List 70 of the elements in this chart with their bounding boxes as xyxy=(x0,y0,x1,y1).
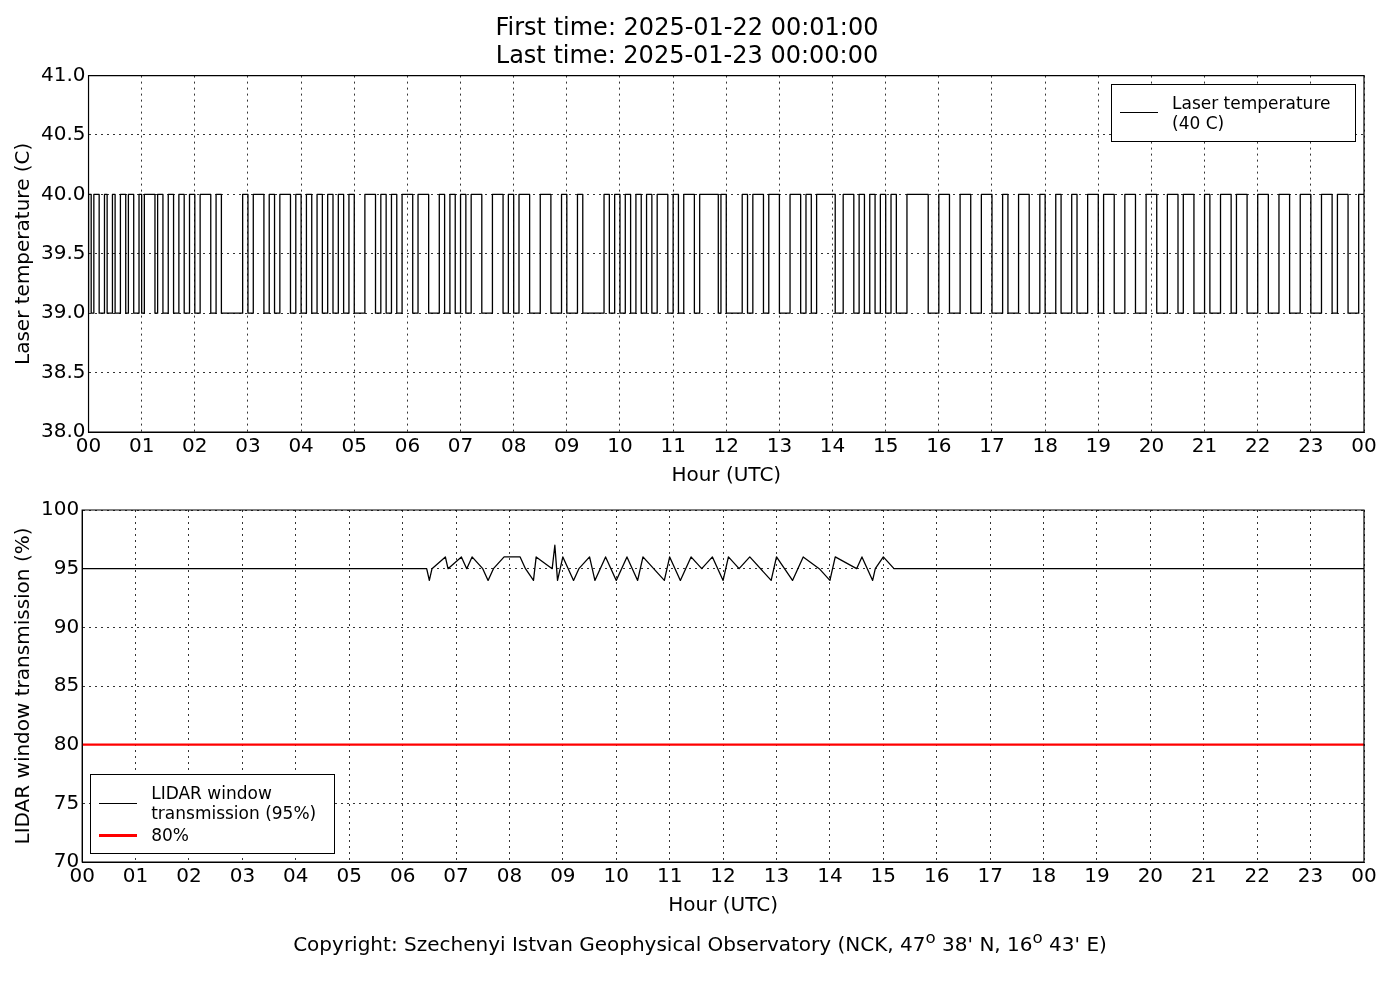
x-tick-label: 15 xyxy=(870,863,897,888)
y-tick-label: 85 xyxy=(53,672,80,697)
x-tick-label: 21 xyxy=(1191,863,1217,888)
legend-label: Laser temperature (40 C) xyxy=(1172,92,1332,133)
x-tick-label: 02 xyxy=(176,863,202,888)
x-tick-label: 12 xyxy=(713,433,739,458)
y-tick-label: 38.5 xyxy=(41,358,86,383)
y-tick-label: 90 xyxy=(53,613,80,638)
text: Copyright: Szechenyi Istvan Geophysical Observatory (NCK, 47$^{o}$ 38' N, 16$^{o}$ 43' E) xyxy=(292,928,1108,956)
y-tick-label: 100 xyxy=(40,496,80,521)
x-tick-label: 13 xyxy=(766,433,793,458)
x-tick-label: 07 xyxy=(447,433,474,458)
chart-title: First time: 2025-01-22 00:01:00 xyxy=(495,12,879,41)
x-tick-label: 01 xyxy=(128,433,155,458)
y-tick-label: 95 xyxy=(53,554,80,579)
x-tick-label: 02 xyxy=(182,433,208,458)
x-axis-title: Hour (UTC) xyxy=(671,462,782,487)
x-tick-label: 01 xyxy=(122,863,149,888)
x-tick-label: 17 xyxy=(977,863,1003,888)
chart-subtitle: Last time: 2025-01-23 00:00:00 xyxy=(495,41,879,70)
x-axis-title: Hour (UTC) xyxy=(668,892,778,917)
legend-label: LIDAR window transmission (95%) xyxy=(151,783,318,823)
legend-label: 80% xyxy=(151,825,190,845)
x-tick-label: 06 xyxy=(394,433,421,458)
x-tick-label: 10 xyxy=(603,863,629,888)
x-tick-label: 13 xyxy=(763,863,790,888)
x-tick-label: 22 xyxy=(1244,863,1270,888)
x-tick-label: 16 xyxy=(924,863,950,888)
y-tick-label: 75 xyxy=(53,789,80,814)
x-tick-label: 09 xyxy=(550,863,576,888)
x-tick-label: 18 xyxy=(1032,433,1058,458)
x-tick-label: 19 xyxy=(1084,863,1110,888)
y-tick-label: 80 xyxy=(53,730,80,755)
x-tick-label: 03 xyxy=(235,433,261,458)
x-tick-label: 18 xyxy=(1030,863,1057,888)
x-tick-label: 08 xyxy=(500,433,527,458)
x-tick-label: 07 xyxy=(443,863,469,888)
x-tick-label: 20 xyxy=(1137,863,1164,888)
x-tick-label: 05 xyxy=(341,433,367,458)
x-tick-label: 04 xyxy=(288,433,314,458)
y-tick-label: 39.5 xyxy=(41,240,86,264)
x-tick-label: 14 xyxy=(819,433,846,458)
x-tick-label: 05 xyxy=(336,863,362,888)
x-tick-label: 11 xyxy=(660,433,686,458)
x-tick-label: 00 xyxy=(1351,863,1377,888)
x-tick-label: 06 xyxy=(389,863,416,888)
y-tick-label: 40.5 xyxy=(41,121,86,146)
x-tick-label: 21 xyxy=(1191,433,1218,458)
x-tick-label: 00 xyxy=(1351,433,1377,458)
x-tick-label: 09 xyxy=(554,433,580,458)
y-tick-label: 41.0 xyxy=(41,61,86,86)
y-tick-label: 39.0 xyxy=(41,299,86,324)
x-tick-label: 23 xyxy=(1297,863,1324,888)
x-tick-label: 04 xyxy=(283,863,309,888)
x-tick-label: 10 xyxy=(607,433,633,458)
x-tick-label: 19 xyxy=(1085,433,1111,458)
x-tick-label: 14 xyxy=(817,863,843,888)
x-tick-label: 16 xyxy=(926,433,952,458)
x-tick-label: 15 xyxy=(872,433,899,458)
y-axis-title: Laser temperature (C) xyxy=(10,142,35,365)
x-tick-label: 22 xyxy=(1244,433,1271,458)
x-tick-label: 17 xyxy=(979,433,1005,458)
x-tick-label: 23 xyxy=(1298,433,1324,458)
x-tick-label: 20 xyxy=(1138,433,1165,458)
y-tick-label: 40.0 xyxy=(41,180,86,205)
x-tick-label: 03 xyxy=(229,863,256,888)
x-tick-label: 11 xyxy=(656,863,683,888)
x-tick-label: 12 xyxy=(710,863,736,888)
y-axis-title: LIDAR window transmission (%) xyxy=(10,527,35,845)
x-tick-label: 08 xyxy=(496,863,523,888)
